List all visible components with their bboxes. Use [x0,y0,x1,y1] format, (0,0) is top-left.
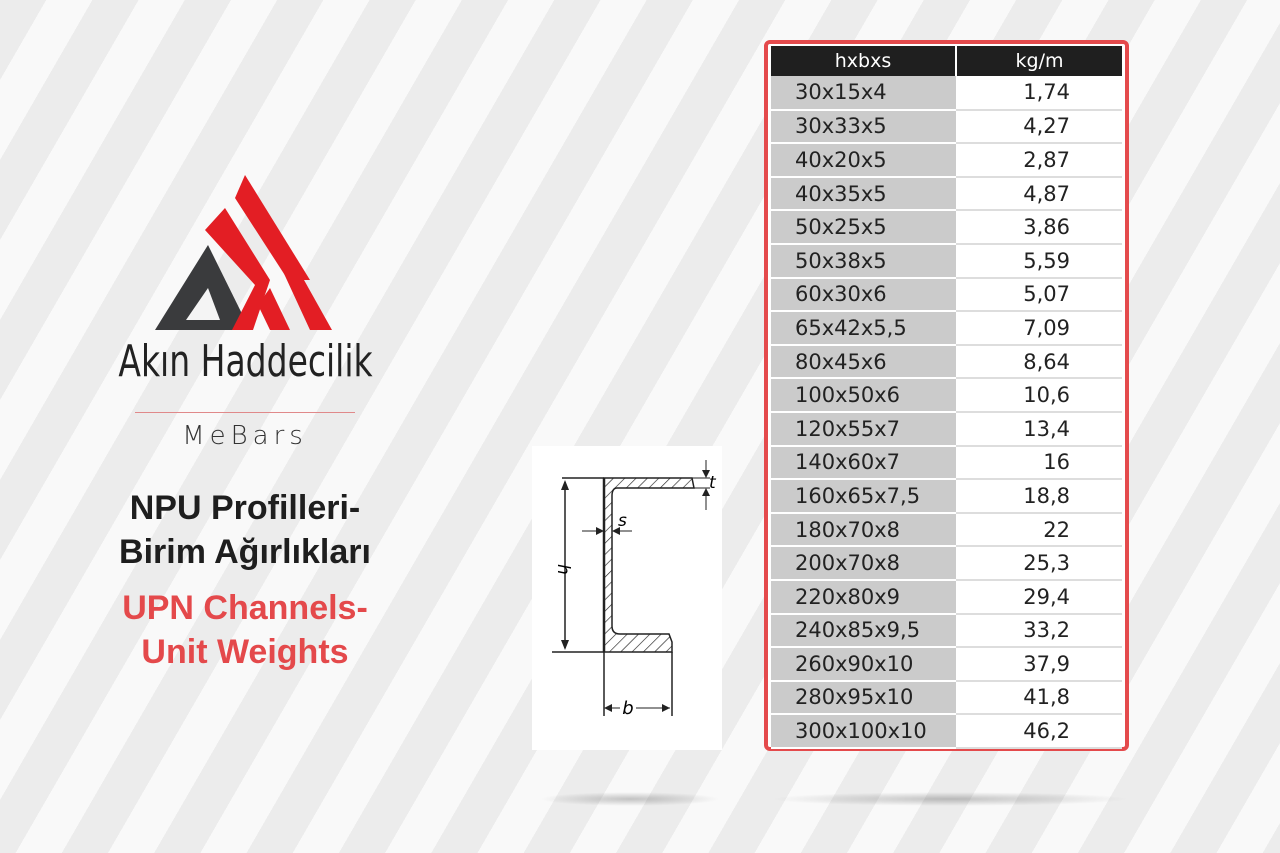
divider [135,412,355,413]
dimension-cell: 280x95x10 [771,680,956,716]
table-row: 100x50x6 10,6 [771,378,1122,413]
table-row: 40x35x5 4,87 [771,176,1122,212]
dimension-cell: 40x20x5 [771,143,956,178]
dimension-cell: 80x45x6 [771,344,956,380]
dimension-cell: 220x80x9 [771,579,956,615]
title-tr-line1: NPU Profilleri- [129,489,361,527]
weight-cell: 46,2 [956,714,1122,749]
dimension-cell: 200x70x8 [771,546,956,581]
weight-cell: 18,8 [956,479,1122,514]
label-t: t [709,473,717,493]
dimension-cell: 30x15x4 [771,76,956,111]
dimension-cell: 100x50x6 [771,378,956,413]
dimension-cell: 30x33x5 [771,109,956,145]
label-s: s [618,511,627,531]
title-tr-line2: Birim Ağırlıkları [119,533,371,571]
title-en-line2: Unit Weights [141,633,349,671]
dimension-cell: 60x30x6 [771,277,956,313]
weight-cell: 5,59 [956,243,1122,279]
weight-cell: 25,3 [956,546,1122,581]
table-row: 65x42x5,5 7,09 [771,311,1122,346]
table-row: 300x100x10 46,2 [771,714,1122,749]
dimension-cell: 120x55x7 [771,411,956,447]
dimension-cell: 300x100x10 [771,714,956,749]
weight-cell: 41,8 [956,680,1122,716]
table-row: 280x95x10 41,8 [771,680,1122,716]
weight-cell: 1,74 [956,76,1122,111]
brand-subtitle: MeBars [182,421,308,451]
table-row: 80x45x6 8,64 [771,344,1122,380]
title-en-line1: UPN Channels- [122,589,368,627]
header-weight: kg/m [956,46,1122,76]
dimension-cell: 50x25x5 [771,210,956,245]
dimension-cell: 260x90x10 [771,647,956,682]
table-row: 30x33x5 4,27 [771,109,1122,145]
weights-table: hxbxs kg/m 30x15x4 1,74 30x33x5 4,27 40x20x5… [764,40,1129,751]
table-row: 50x25x5 3,86 [771,210,1122,245]
shadow [540,792,720,806]
label-h: h [553,564,573,575]
weight-cell: 33,2 [956,613,1122,649]
table-row: 240x85x9,5 33,2 [771,613,1122,649]
title-turkish: NPU Profilleri- Birim Ağırlıkları [30,486,460,574]
dimension-cell: 180x70x8 [771,512,956,548]
weight-cell: 22 [956,512,1122,548]
table-row: 120x55x7 13,4 [771,411,1122,447]
weight-cell: 29,4 [956,579,1122,615]
brand-name-box: Akın Haddecilik [36,336,456,388]
weight-cell: 2,87 [956,143,1122,178]
table-row: 260x90x10 37,9 [771,647,1122,682]
weight-cell: 4,27 [956,109,1122,145]
table-row: 220x80x9 29,4 [771,579,1122,615]
table-row: 180x70x8 22 [771,512,1122,548]
weight-cell: 5,07 [956,277,1122,313]
label-b: b [622,698,633,719]
table-row: 140x60x7 16 [771,445,1122,481]
dimension-cell: 40x35x5 [771,176,956,212]
table-row: 200x70x8 25,3 [771,546,1122,581]
weight-cell: 37,9 [956,647,1122,682]
weight-cell: 13,4 [956,411,1122,447]
channel-profile-diagram: b s t h [532,446,722,750]
dimension-cell: 50x38x5 [771,243,956,279]
weight-cell: 3,86 [956,210,1122,245]
weight-cell: 7,09 [956,311,1122,346]
table-row: 40x20x5 2,87 [771,143,1122,178]
shadow [770,792,1130,806]
table-row: 160x65x7,5 18,8 [771,479,1122,514]
weight-cell: 8,64 [956,344,1122,380]
table-row: 50x38x5 5,59 [771,243,1122,279]
brand-name: Akın Haddecilik [118,336,374,387]
weight-cell: 16 [956,445,1122,481]
weight-cell: 4,87 [956,176,1122,212]
dimension-cell: 140x60x7 [771,445,956,481]
header-dimensions: hxbxs [771,46,957,76]
dimension-cell: 65x42x5,5 [771,311,956,346]
weight-cell: 10,6 [956,378,1122,413]
dimension-cell: 240x85x9,5 [771,613,956,649]
brand-logo-icon [155,175,332,330]
table-row: 60x30x6 5,07 [771,277,1122,313]
table-row: 30x15x4 1,74 [771,76,1122,111]
title-english: UPN Channels- Unit Weights [30,586,460,674]
dimension-cell: 160x65x7,5 [771,479,956,514]
